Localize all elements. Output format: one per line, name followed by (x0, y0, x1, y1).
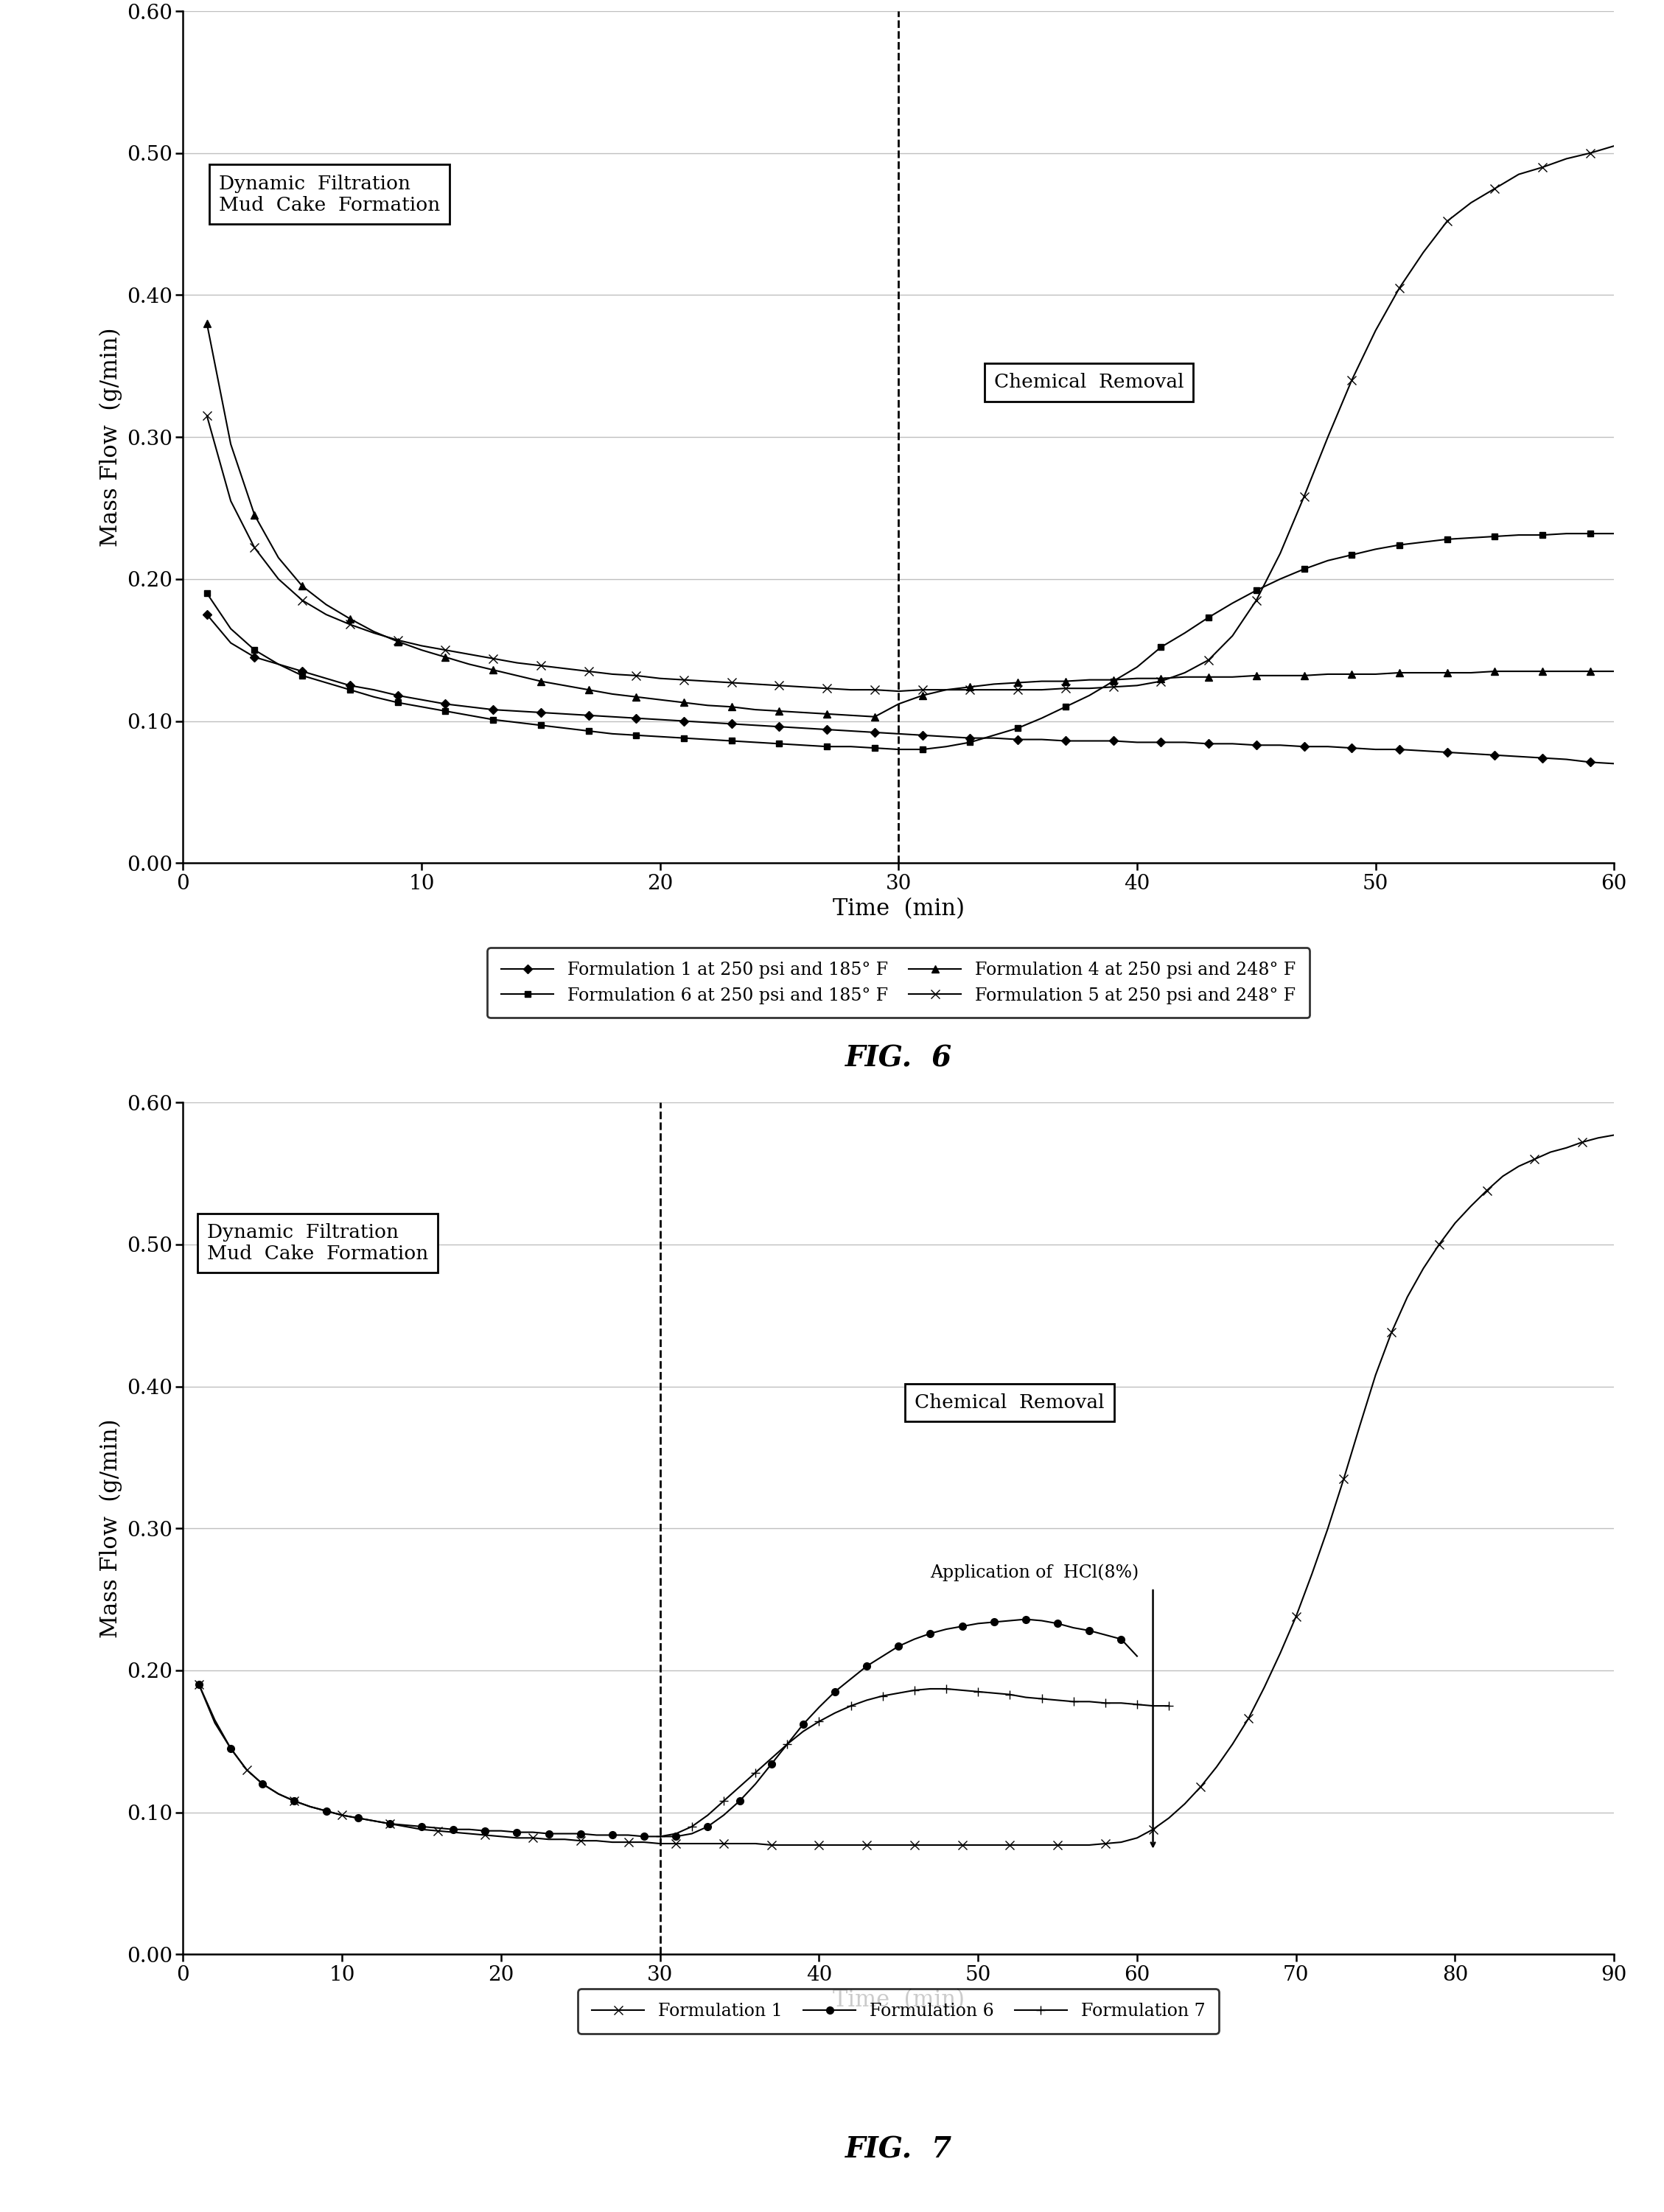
Legend: Formulation 1 at 250 psi and 185° F, Formulation 6 at 250 psi and 185° F, Formul: Formulation 1 at 250 psi and 185° F, For… (488, 947, 1310, 1018)
Legend: Formulation 1, Formulation 6, Formulation 7: Formulation 1, Formulation 6, Formulatio… (577, 1989, 1220, 2033)
Y-axis label: Mass Flow  (g/min): Mass Flow (g/min) (100, 1418, 123, 1637)
Text: Chemical  Removal: Chemical Removal (993, 374, 1183, 392)
Text: Dynamic  Filtration
Mud  Cake  Formation: Dynamic Filtration Mud Cake Formation (206, 1223, 428, 1263)
Text: Chemical  Removal: Chemical Removal (915, 1394, 1105, 1411)
Y-axis label: Mass Flow  (g/min): Mass Flow (g/min) (100, 327, 123, 546)
X-axis label: Time  (min): Time (min) (832, 1989, 965, 2013)
Text: FIG.  6: FIG. 6 (845, 1044, 952, 1073)
Text: FIG.  7: FIG. 7 (845, 2137, 952, 2163)
X-axis label: Time  (min): Time (min) (832, 898, 965, 920)
Text: Application of  HCl(8%): Application of HCl(8%) (930, 1564, 1140, 1582)
Text: Dynamic  Filtration
Mud  Cake  Formation: Dynamic Filtration Mud Cake Formation (218, 175, 439, 215)
